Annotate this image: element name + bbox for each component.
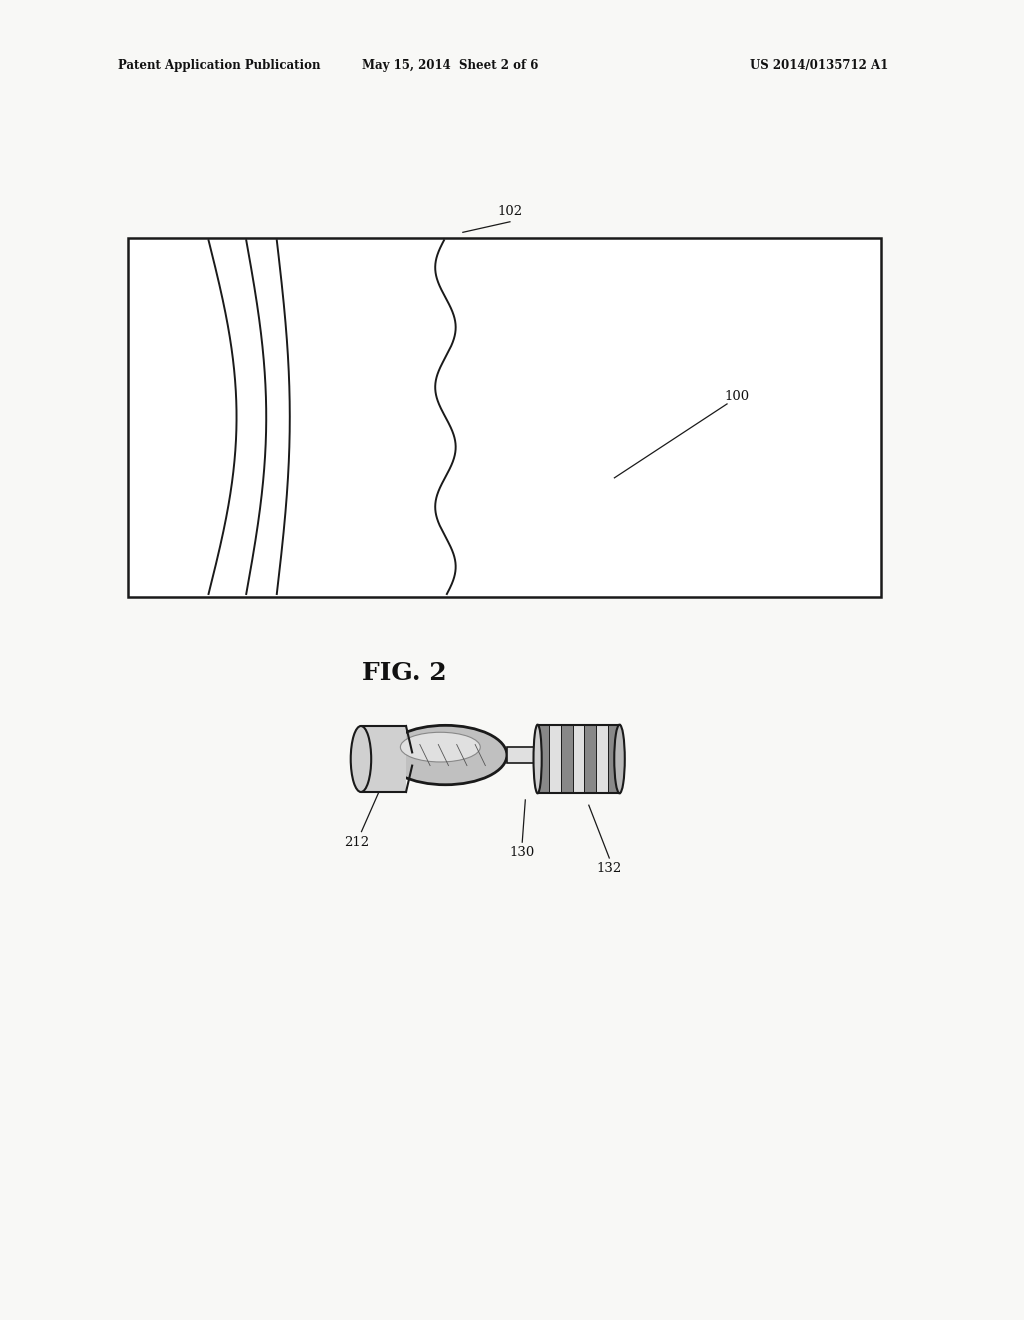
Text: May 15, 2014  Sheet 2 of 6: May 15, 2014 Sheet 2 of 6 (362, 59, 539, 73)
Bar (572, 725, 585, 793)
Ellipse shape (350, 726, 371, 792)
Bar (561, 725, 572, 793)
Bar (608, 725, 620, 793)
Text: US 2014/0135712 A1: US 2014/0135712 A1 (750, 59, 889, 73)
Ellipse shape (534, 725, 542, 793)
Bar (538, 725, 620, 793)
Bar (549, 725, 561, 793)
Ellipse shape (400, 733, 480, 762)
Bar (596, 725, 608, 793)
Bar (507, 747, 543, 763)
Bar (585, 725, 596, 793)
Text: FIG. 2: FIG. 2 (362, 661, 446, 685)
Text: 132: 132 (597, 862, 622, 875)
Bar (128, 238, 881, 597)
Text: 102: 102 (498, 205, 522, 218)
Ellipse shape (384, 725, 507, 784)
Text: 212: 212 (344, 836, 369, 849)
Ellipse shape (614, 725, 625, 793)
Text: 100: 100 (725, 389, 750, 403)
Bar (362, 726, 406, 792)
Text: 130: 130 (510, 846, 535, 859)
Text: Patent Application Publication: Patent Application Publication (118, 59, 321, 73)
Bar (538, 725, 549, 793)
